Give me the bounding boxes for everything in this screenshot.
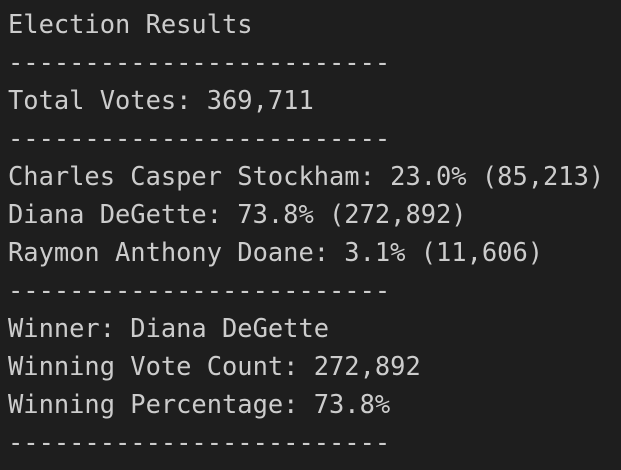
output-line: Charles Casper Stockham: 23.0% (85,213) xyxy=(8,161,605,191)
output-line: Raymon Anthony Doane: 3.1% (11,606) xyxy=(8,237,544,267)
output-line: ------------------------- xyxy=(8,275,391,305)
output-line: Election Results xyxy=(8,9,253,39)
output-line: Winning Vote Count: 272,892 xyxy=(8,351,421,381)
output-line: Winning Percentage: 73.8% xyxy=(8,389,391,419)
output-line: ------------------------- xyxy=(8,47,391,77)
output-line: Total Votes: 369,711 xyxy=(8,85,314,115)
output-line: Winner: Diana DeGette xyxy=(8,313,330,343)
output-line: ------------------------- xyxy=(8,427,391,457)
output-line: Diana DeGette: 73.8% (272,892) xyxy=(8,199,467,229)
output-line: ------------------------- xyxy=(8,123,391,153)
